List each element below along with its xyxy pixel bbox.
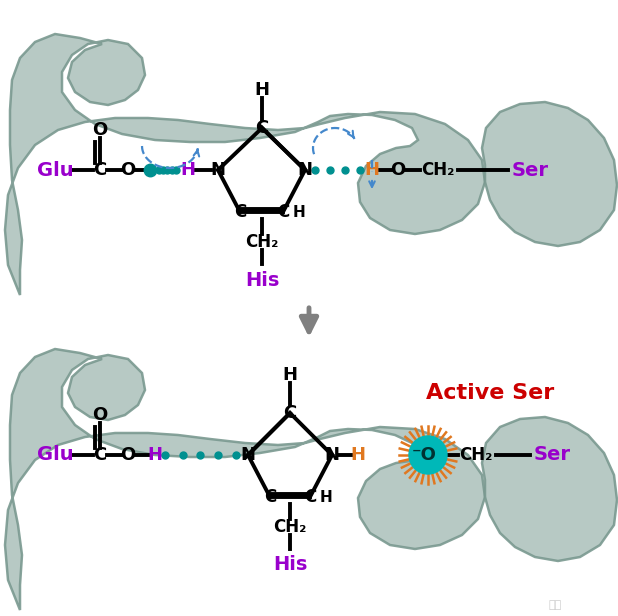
- Polygon shape: [482, 417, 617, 561]
- Text: C: C: [234, 203, 246, 221]
- Text: N: N: [324, 446, 339, 464]
- Polygon shape: [482, 102, 617, 246]
- Text: Active Ser: Active Ser: [426, 383, 554, 403]
- Text: O: O: [92, 406, 108, 424]
- Text: N: N: [211, 161, 226, 179]
- Text: O: O: [391, 161, 405, 179]
- Text: H: H: [350, 446, 365, 464]
- Text: H: H: [180, 161, 195, 179]
- Text: H: H: [282, 366, 297, 384]
- Text: ⁻O: ⁻O: [412, 446, 436, 464]
- Text: Glu: Glu: [36, 445, 74, 464]
- Text: C: C: [93, 161, 107, 179]
- Circle shape: [409, 436, 447, 474]
- Text: H: H: [148, 446, 163, 464]
- Text: O: O: [121, 161, 135, 179]
- Text: N: N: [240, 446, 255, 464]
- Text: CH₂: CH₂: [459, 446, 493, 464]
- Text: C: C: [93, 446, 107, 464]
- Text: Ser: Ser: [533, 445, 570, 464]
- Text: CH₂: CH₂: [273, 518, 307, 536]
- Polygon shape: [5, 34, 485, 295]
- Text: C: C: [284, 404, 297, 422]
- Polygon shape: [5, 349, 485, 610]
- Text: C: C: [264, 488, 276, 506]
- Text: H: H: [293, 205, 305, 219]
- Text: Ser: Ser: [512, 161, 549, 179]
- Text: O: O: [92, 121, 108, 139]
- Text: H: H: [365, 161, 379, 179]
- Text: C: C: [255, 119, 269, 137]
- Text: H: H: [255, 81, 269, 99]
- Text: 氢樊: 氢樊: [548, 600, 562, 610]
- Text: C: C: [277, 203, 289, 221]
- Text: CH₂: CH₂: [245, 233, 279, 251]
- Text: CH₂: CH₂: [421, 161, 455, 179]
- Text: His: His: [245, 270, 279, 290]
- Text: N: N: [297, 161, 313, 179]
- Text: H: H: [320, 490, 332, 505]
- Text: O: O: [121, 446, 135, 464]
- Text: C: C: [304, 488, 316, 506]
- Text: Glu: Glu: [36, 161, 74, 179]
- Text: His: His: [273, 556, 307, 575]
